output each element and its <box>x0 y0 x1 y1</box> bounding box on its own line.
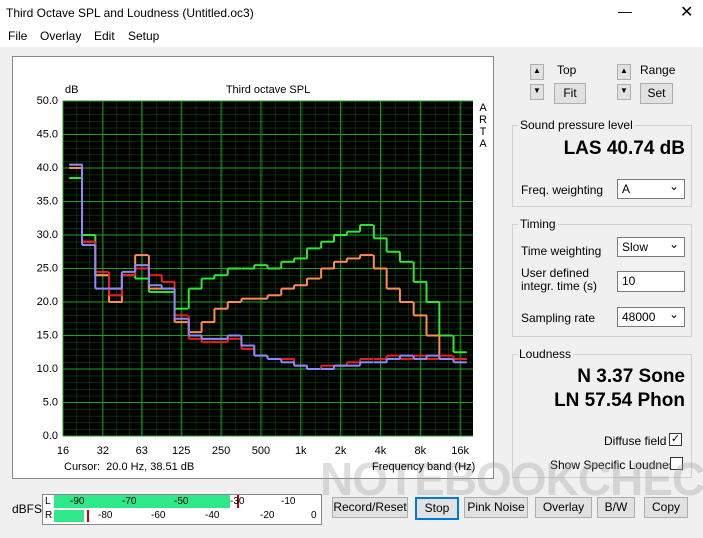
y-axis-label: dB <box>65 84 78 96</box>
time-weighting-select[interactable]: Slow <box>617 235 685 257</box>
meter-scale: -10 <box>281 496 296 507</box>
y-tick-label: 45.0 <box>37 128 58 140</box>
button[interactable]: Stop <box>415 497 459 520</box>
x-tick-label: 125 <box>172 445 190 457</box>
label: Range <box>640 63 676 77</box>
button[interactable]: B/W <box>597 497 635 518</box>
minimize[interactable]: — <box>618 3 632 19</box>
x-axis-label: Frequency band (Hz) <box>372 461 475 473</box>
watermark: NOTEBOOKCHECK <box>320 453 703 505</box>
spl-reading: LAS 40.74 dB <box>563 138 685 159</box>
y-tick-label: 10.0 <box>37 363 58 375</box>
label: Top <box>557 63 577 77</box>
sampling-select[interactable]: 48000 <box>617 305 685 327</box>
meter-scale: -70 <box>122 496 137 507</box>
menu-item[interactable]: Setup <box>128 29 160 43</box>
menu-item[interactable]: Edit <box>94 29 115 43</box>
y-tick-label: 15.0 <box>37 329 58 341</box>
label: User defined integr. time (s) <box>521 266 598 293</box>
chart-title: Third octave SPL <box>226 84 310 96</box>
menu-bar <box>0 27 703 47</box>
cursor-readout: Cursor: 20.0 Hz, 38.51 dB <box>64 461 194 473</box>
y-tick-label: 0.0 <box>43 430 58 442</box>
peak-l <box>237 495 239 508</box>
group-title: Timing <box>518 217 558 231</box>
group-box <box>512 354 692 478</box>
window-title: Third Octave SPL and Loudness (Untitled.… <box>6 6 254 20</box>
phon-reading: LN 57.54 Phon <box>554 390 685 411</box>
spin-down[interactable]: ▼ <box>617 84 631 100</box>
series <box>69 177 467 354</box>
meter-scale: -90 <box>70 496 85 507</box>
x-tick-label: 32 <box>97 445 109 457</box>
x-tick-label: 63 <box>136 445 148 457</box>
label: Show Specific Loudness <box>550 458 681 472</box>
menu-item[interactable]: File <box>8 29 28 43</box>
button[interactable]: Record/Reset <box>332 497 408 518</box>
spin-down[interactable]: ▼ <box>530 84 544 100</box>
series <box>69 163 467 370</box>
spin-up[interactable]: ▲ <box>530 64 544 80</box>
checkbox[interactable] <box>670 457 683 470</box>
y-tick-label: 25.0 <box>37 262 58 274</box>
meter-scale: -40 <box>205 510 220 521</box>
label: Diffuse field <box>604 434 667 448</box>
y-tick-label: 20.0 <box>37 296 58 308</box>
meter-label: dBFS <box>12 502 43 516</box>
group-title: Loudness <box>517 347 574 361</box>
meter-scale: -60 <box>151 510 166 521</box>
meter-scale: -30 <box>230 496 245 507</box>
weighting-select[interactable]: A <box>617 177 685 199</box>
y-tick-label: 5.0 <box>43 396 58 408</box>
channel-label: R <box>45 510 53 521</box>
button[interactable]: Overlay <box>535 497 592 518</box>
y-tick-label: 40.0 <box>37 162 58 174</box>
channel-label: L <box>45 496 51 507</box>
meter-scale: -20 <box>260 510 275 521</box>
button[interactable]: Pink Noise <box>464 497 528 518</box>
x-tick-label: 4k <box>375 445 387 457</box>
spin-up[interactable]: ▲ <box>617 64 631 80</box>
y-tick-label: 30.0 <box>37 229 58 241</box>
title-bar <box>0 0 703 27</box>
x-tick-label: 16k <box>451 445 469 457</box>
sone-reading: N 3.37 Sone <box>577 366 685 387</box>
peak-r <box>87 510 89 522</box>
level-r <box>54 510 84 522</box>
checkbox[interactable]: ✓ <box>669 433 682 446</box>
close[interactable]: ✕ <box>680 4 694 21</box>
x-tick-label: 500 <box>252 445 270 457</box>
meter-scale: -80 <box>98 510 113 521</box>
y-tick-label: 35.0 <box>37 195 58 207</box>
meter-scale: 0 <box>311 510 317 521</box>
set-button[interactable]: Set <box>640 83 673 104</box>
y-tick-label: 50.0 <box>37 95 58 107</box>
label: Time weighting <box>521 244 602 258</box>
label: Sampling rate <box>521 311 596 325</box>
fit-button[interactable]: Fit <box>554 83 586 104</box>
level-l <box>54 495 230 508</box>
x-tick-label: 1k <box>295 445 307 457</box>
label: Freq. weighting <box>521 183 604 197</box>
integr-input[interactable]: 10 <box>617 271 685 292</box>
x-tick-label: 250 <box>212 445 230 457</box>
group-title: Sound pressure level <box>518 118 635 132</box>
x-tick-label: 16 <box>57 445 69 457</box>
menu-item[interactable]: Overlay <box>40 29 82 43</box>
meter-scale: -50 <box>174 496 189 507</box>
x-tick-label: 2k <box>335 445 347 457</box>
x-tick-label: 8k <box>415 445 427 457</box>
group-box <box>512 224 692 337</box>
button[interactable]: Copy <box>644 497 688 518</box>
